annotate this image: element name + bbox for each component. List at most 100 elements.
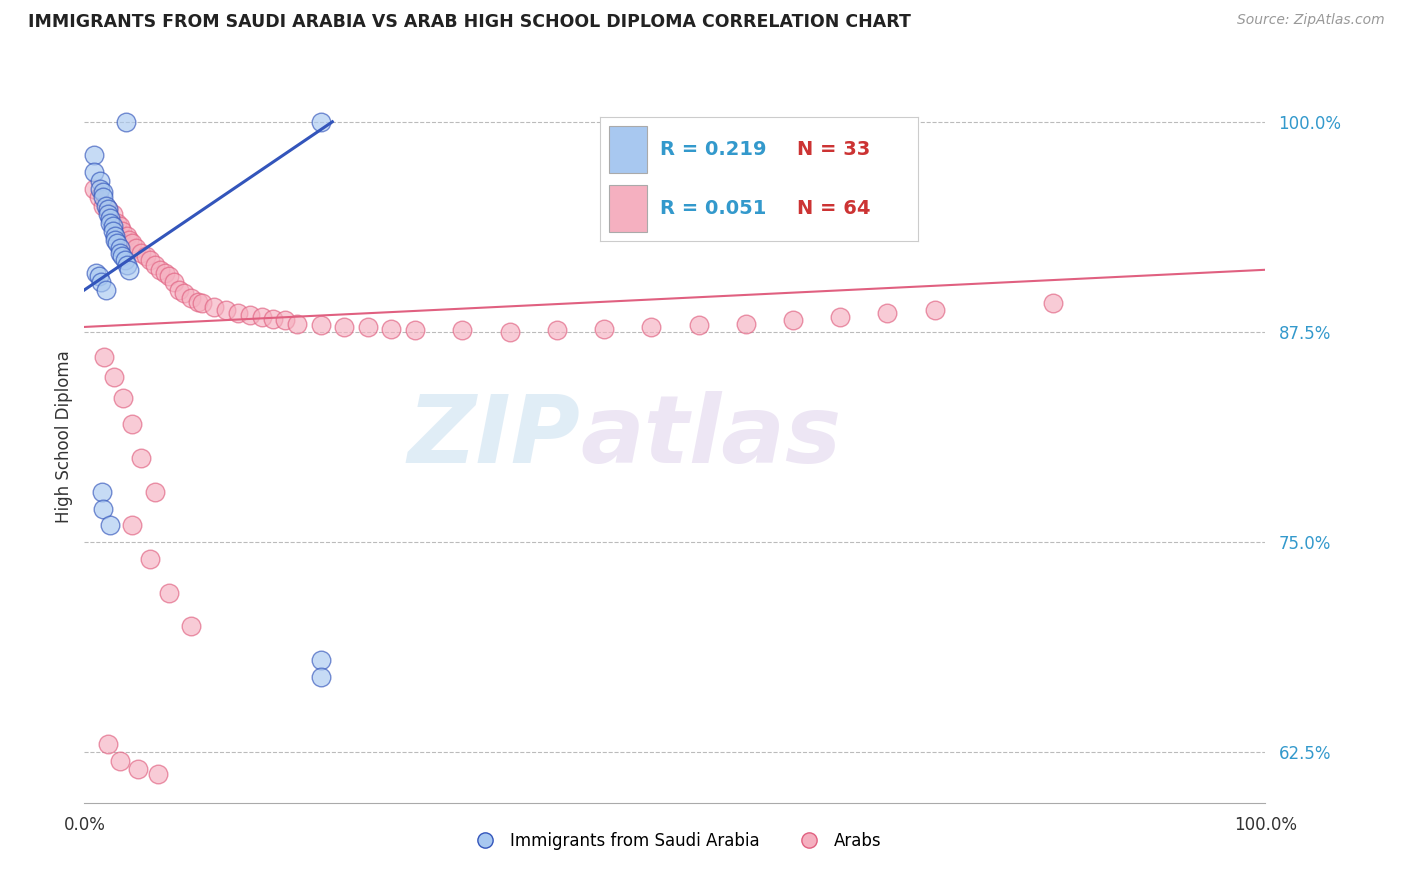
Point [157,269,180,284]
Point [115,229,138,244]
Point [250,310,273,324]
Point [89,182,111,196]
Point [121,518,143,533]
Point [129,246,152,260]
Point [84,266,107,280]
Point [546,323,568,337]
Point [163,275,186,289]
Point [187,294,209,309]
Point [139,552,162,566]
Point [91,199,114,213]
Point [129,451,152,466]
Text: ZIP: ZIP [408,391,581,483]
Point [101,219,124,233]
Point [83,148,105,162]
Point [94,283,117,297]
Point [91,484,114,499]
Point [149,262,172,277]
Point [285,317,308,331]
Point [118,233,141,247]
Point [97,202,120,217]
Point [91,186,114,200]
Point [357,320,380,334]
Text: IMMIGRANTS FROM SAUDI ARABIA VS ARAB HIGH SCHOOL DIPLOMA CORRELATION CHART: IMMIGRANTS FROM SAUDI ARABIA VS ARAB HIG… [28,13,911,31]
Point [115,258,138,272]
Point [309,318,332,333]
Point [143,258,166,272]
Point [498,325,520,339]
Point [309,670,332,684]
Point [114,115,136,129]
Point [1042,296,1064,310]
Point [83,165,105,179]
Point [333,320,356,334]
Point [108,246,131,260]
Point [101,207,124,221]
Point [157,585,180,599]
Point [101,224,124,238]
Legend: Immigrants from Saudi Arabia, Arabs: Immigrants from Saudi Arabia, Arabs [461,825,889,856]
Point [97,202,120,217]
Point [98,211,121,225]
Point [239,308,262,322]
Point [139,252,162,267]
Point [97,207,120,221]
Point [112,391,135,405]
Point [688,318,710,333]
Point [309,653,332,667]
Point [404,323,426,337]
Y-axis label: High School Diploma: High School Diploma [55,351,73,524]
Point [262,311,284,326]
Point [90,275,112,289]
Text: R = 0.219: R = 0.219 [659,140,766,159]
Point [593,321,616,335]
Point [107,216,129,230]
Point [924,303,946,318]
Point [91,190,114,204]
Text: N = 33: N = 33 [797,140,870,159]
Point [734,317,756,331]
Point [108,219,131,233]
Point [167,283,190,297]
Point [107,235,129,250]
Point [98,216,121,230]
Point [380,321,402,335]
Text: Source: ZipAtlas.com: Source: ZipAtlas.com [1237,13,1385,28]
Point [274,313,297,327]
Point [98,518,121,533]
Point [127,762,149,776]
Point [143,484,166,499]
Point [191,296,214,310]
Point [91,501,114,516]
Text: N = 64: N = 64 [797,200,870,219]
Point [146,767,169,781]
Point [93,350,115,364]
Point [104,233,127,247]
Point [180,619,202,633]
Point [173,286,195,301]
Point [215,303,238,318]
Point [118,262,141,277]
Point [104,229,127,244]
FancyBboxPatch shape [609,126,647,173]
Point [87,269,110,284]
Point [309,115,332,129]
Point [121,417,143,432]
Point [153,266,176,280]
Point [451,323,474,337]
Point [111,249,134,263]
Point [125,241,148,255]
Point [83,182,105,196]
Point [876,306,898,320]
Point [103,370,125,384]
Point [87,190,110,204]
Point [108,241,131,255]
Point [94,199,117,213]
Point [640,320,662,334]
Point [121,235,143,250]
Point [226,306,249,320]
Point [135,249,157,263]
Point [180,291,202,305]
Text: R = 0.051: R = 0.051 [659,200,766,219]
Point [97,737,120,751]
